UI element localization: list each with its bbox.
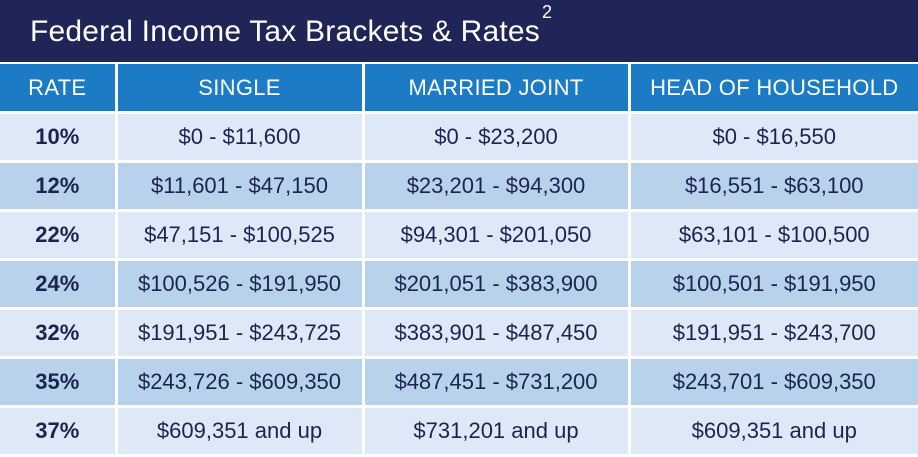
- rate-cell: 32%: [0, 308, 116, 359]
- rate-cell: 37%: [0, 406, 116, 457]
- married-joint-cell: $731,201 and up: [361, 406, 629, 457]
- rate-cell: 35%: [0, 357, 116, 408]
- single-cell: $11,601 - $47,150: [114, 161, 363, 212]
- column-header-rate: RATE: [0, 64, 116, 114]
- column-header-married-joint: MARRIED JOINT: [361, 64, 629, 114]
- married-joint-cell: $0 - $23,200: [361, 112, 629, 163]
- married-joint-cell: $201,051 - $383,900: [361, 259, 629, 310]
- single-cell: $100,526 - $191,950: [114, 259, 363, 310]
- column-header-single: SINGLE: [114, 64, 363, 114]
- married-joint-cell: $487,451 - $731,200: [361, 357, 629, 408]
- single-cell: $243,726 - $609,350: [114, 357, 363, 408]
- rate-cell: 24%: [0, 259, 116, 310]
- table-row: 12% $11,601 - $47,150 $23,201 - $94,300 …: [0, 161, 918, 212]
- title-label: Federal Income Tax Brackets & Rates: [30, 15, 540, 48]
- title-footnote-marker: 2: [542, 2, 553, 22]
- married-joint-cell: $383,901 - $487,450: [361, 308, 629, 359]
- married-joint-cell: $94,301 - $201,050: [361, 210, 629, 261]
- head-of-household-cell: $243,701 - $609,350: [627, 357, 918, 408]
- tax-brackets-table: RATE SINGLE MARRIED JOINT HEAD OF HOUSEH…: [0, 64, 918, 457]
- head-of-household-cell: $16,551 - $63,100: [627, 161, 918, 212]
- married-joint-cell: $23,201 - $94,300: [361, 161, 629, 212]
- head-of-household-cell: $100,501 - $191,950: [627, 259, 918, 310]
- table-row: 22% $47,151 - $100,525 $94,301 - $201,05…: [0, 210, 918, 261]
- table-row: 35% $243,726 - $609,350 $487,451 - $731,…: [0, 357, 918, 408]
- page-title: Federal Income Tax Brackets & Rates2: [30, 3, 552, 48]
- head-of-household-cell: $191,951 - $243,700: [627, 308, 918, 359]
- rate-cell: 12%: [0, 161, 116, 212]
- table-row: 37% $609,351 and up $731,201 and up $609…: [0, 406, 918, 457]
- title-bar: Federal Income Tax Brackets & Rates2: [0, 0, 918, 62]
- single-cell: $47,151 - $100,525: [114, 210, 363, 261]
- head-of-household-cell: $609,351 and up: [627, 406, 918, 457]
- single-cell: $191,951 - $243,725: [114, 308, 363, 359]
- single-cell: $609,351 and up: [114, 406, 363, 457]
- table-row: 32% $191,951 - $243,725 $383,901 - $487,…: [0, 308, 918, 359]
- head-of-household-cell: $63,101 - $100,500: [627, 210, 918, 261]
- rate-cell: 10%: [0, 112, 116, 163]
- table-row: 10% $0 - $11,600 $0 - $23,200 $0 - $16,5…: [0, 112, 918, 163]
- rate-cell: 22%: [0, 210, 116, 261]
- table-header-row: RATE SINGLE MARRIED JOINT HEAD OF HOUSEH…: [0, 64, 918, 114]
- head-of-household-cell: $0 - $16,550: [627, 112, 918, 163]
- single-cell: $0 - $11,600: [114, 112, 363, 163]
- table-row: 24% $100,526 - $191,950 $201,051 - $383,…: [0, 259, 918, 310]
- column-header-head-of-household: HEAD OF HOUSEHOLD: [627, 64, 918, 114]
